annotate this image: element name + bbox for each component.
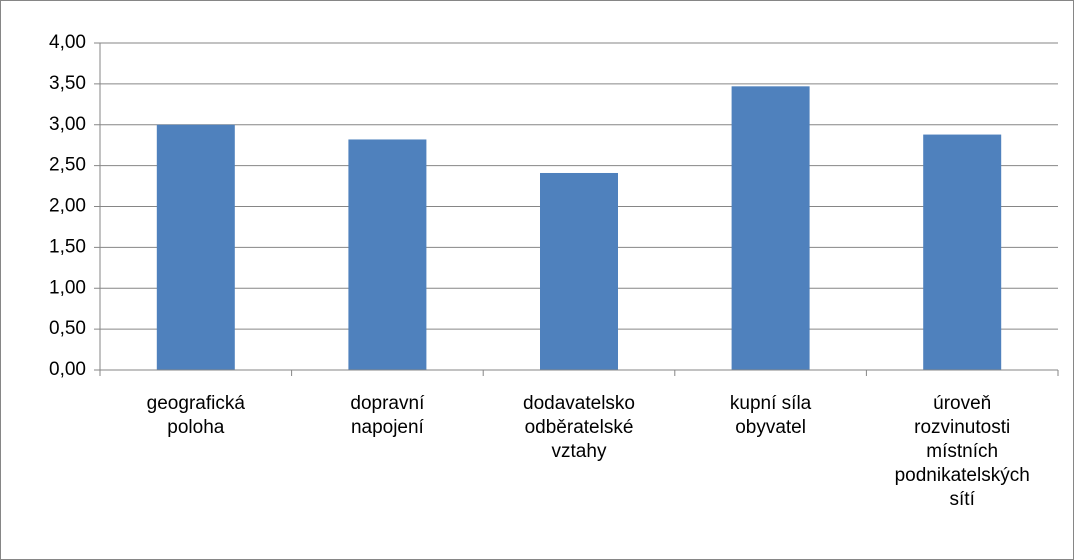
y-tick-label: 2,00: [49, 196, 86, 217]
y-tick-label: 3,50: [49, 73, 86, 94]
y-tick-label: 1,00: [49, 277, 86, 298]
bar: [348, 139, 427, 370]
x-tick-label: dodavatelsko odběratelské vztahy: [523, 393, 635, 462]
x-tick-label: dopravní napojení: [350, 393, 425, 438]
bar: [156, 124, 235, 370]
bar: [731, 86, 810, 370]
y-tick-label: 3,00: [49, 114, 86, 135]
y-tick-label: 4,00: [49, 32, 86, 53]
y-tick-label: 1,50: [49, 236, 86, 257]
y-tick-label: 0,00: [49, 359, 86, 380]
bar: [923, 134, 1002, 370]
y-tick-label: 0,50: [49, 318, 86, 339]
x-tick-label: kupní síla obyvatel: [729, 393, 812, 438]
x-tick-label: úroveň rozvinutosti místních podnikatels…: [894, 393, 1030, 510]
x-tick-label: geografická poloha: [146, 393, 245, 438]
y-tick-label: 2,50: [49, 155, 86, 176]
bar: [540, 172, 618, 370]
